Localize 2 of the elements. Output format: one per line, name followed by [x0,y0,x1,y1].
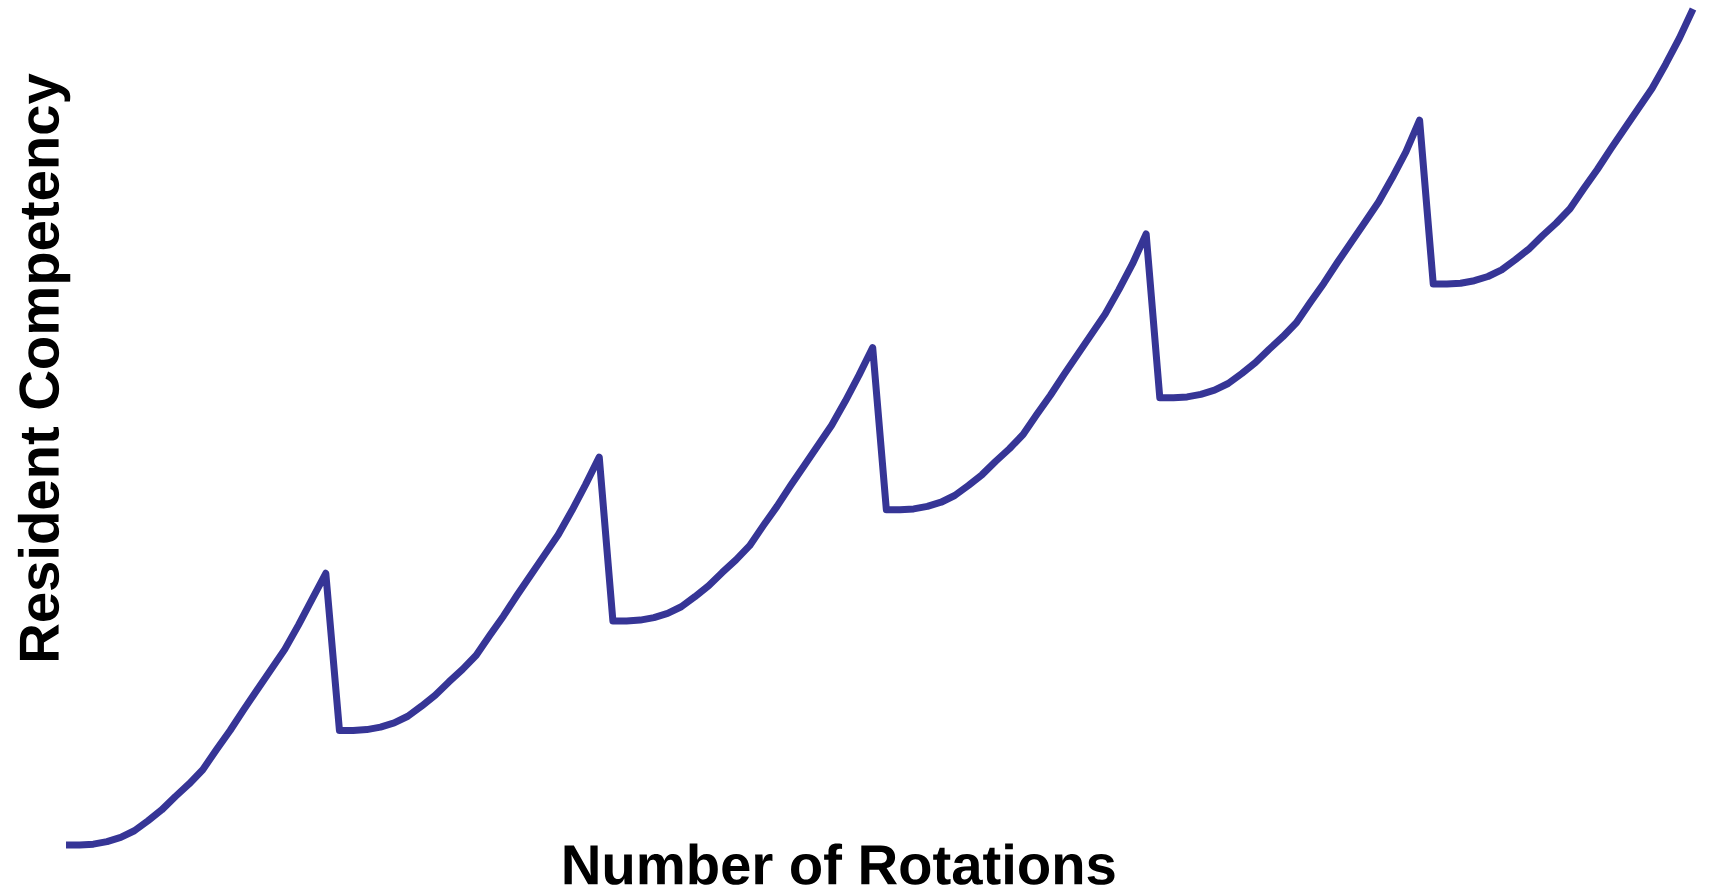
y-axis-title: Resident Competency [17,73,71,661]
x-axis-title: Number of Rotations [564,843,1115,885]
